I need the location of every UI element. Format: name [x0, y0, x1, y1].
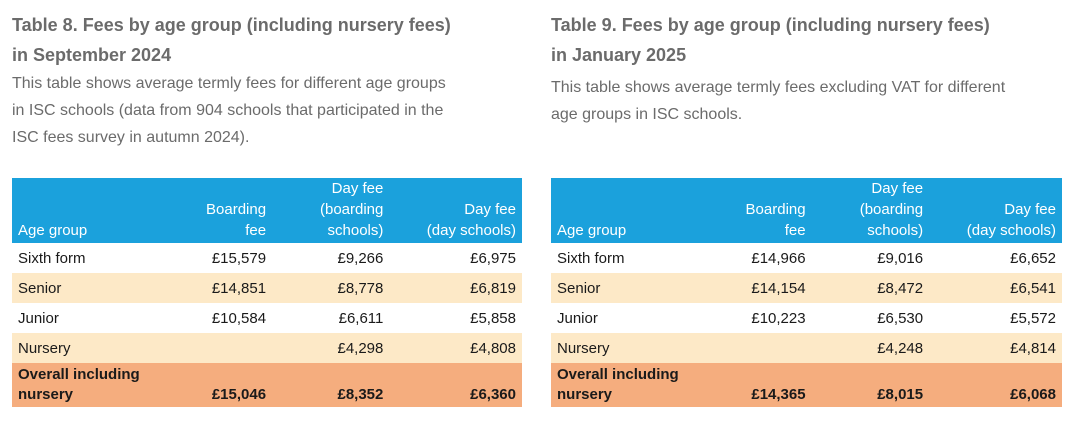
table8-desc-line2: in ISC schools (data from 904 schools th…: [12, 102, 444, 119]
header-age-group-label: Age group: [557, 222, 627, 239]
table-row: Senior £14,154 £8,472 £6,541: [551, 273, 1062, 303]
cell-boarding-fee: £15,579: [211, 249, 267, 267]
header-boarding-fee-line2: fee: [245, 222, 267, 239]
header-day-fee-day: Day fee (day schools): [929, 178, 1062, 243]
header-day-fee-boarding: Day fee (boarding schools): [272, 178, 389, 243]
header-day-fee-day: Day fee (day schools): [389, 178, 522, 243]
header-boarding-fee-line1: Boarding: [745, 201, 806, 218]
header-day-fee-boarding: Day fee (boarding schools): [812, 178, 930, 243]
cell-total-label: Overall including nursery: [551, 363, 689, 407]
cell-boarding-fee: £10,584: [211, 309, 267, 327]
table-row: Junior £10,223 £6,530 £5,572: [551, 303, 1062, 333]
table9-desc-line2: age groups in ISC schools.: [551, 106, 743, 123]
table8-desc-line3: ISC fees survey in autumn 2024).: [12, 129, 250, 146]
table8-title-line2: in September 2024: [12, 45, 172, 65]
cell-day-fee-boarding: £9,016: [877, 249, 924, 267]
cell-age-group: Junior: [557, 309, 598, 327]
table-row: Nursery £4,248 £4,814: [551, 333, 1062, 363]
cell-day-fee-day: £5,858: [470, 309, 516, 327]
header-day-fee-boarding-line3: schools): [867, 222, 924, 239]
table8-fees-table: Age group Boarding fee Day fee (boarding…: [12, 178, 522, 407]
cell-day-fee-day: £4,808: [470, 339, 516, 357]
cell-age-group: Sixth form: [557, 249, 625, 267]
header-day-fee-boarding-line1: Day fee: [331, 180, 384, 197]
cell-boarding-fee: [150, 333, 272, 363]
total-label-line1: Overall including: [18, 366, 140, 383]
cell-day-fee-boarding: £8,472: [877, 279, 924, 297]
cell-age-group: Nursery: [557, 339, 610, 357]
header-age-group: Age group: [551, 178, 689, 243]
table-row: Junior £10,584 £6,611 £5,858: [12, 303, 522, 333]
cell-day-fee-day: £6,975: [470, 249, 516, 267]
total-label-line2: nursery: [18, 386, 74, 403]
cell-day-fee-boarding: £4,248: [877, 339, 924, 357]
cell-age-group: Sixth form: [18, 249, 86, 267]
table9-title: Table 9. Fees by age group (including nu…: [551, 0, 1062, 70]
table-total-row: Overall including nursery £14,365 £8,015…: [551, 363, 1062, 407]
table-row: Senior £14,851 £8,778 £6,819: [12, 273, 522, 303]
table8-description: This table shows average termly fees for…: [12, 70, 522, 178]
table-total-row: Overall including nursery £15,046 £8,352…: [12, 363, 522, 407]
cell-day-fee-day: £4,814: [1010, 339, 1056, 357]
cell-day-fee-day: £6,819: [470, 279, 516, 297]
cell-boarding-fee: [689, 333, 812, 363]
cell-age-group: Junior: [18, 309, 59, 327]
header-boarding-fee-line2: fee: [784, 222, 806, 239]
cell-day-fee-boarding: £6,530: [877, 309, 924, 327]
table8-header-row: Age group Boarding fee Day fee (boarding…: [12, 178, 522, 243]
header-boarding-fee: Boarding fee: [689, 178, 812, 243]
cell-day-fee-boarding: £8,778: [337, 279, 384, 297]
header-boarding-fee: Boarding fee: [150, 178, 272, 243]
table9-header-row: Age group Boarding fee Day fee (boarding…: [551, 178, 1062, 243]
table8-desc-line1: This table shows average termly fees for…: [12, 75, 446, 92]
table-row: Sixth form £15,579 £9,266 £6,975: [12, 243, 522, 273]
table8-panel: Table 8. Fees by age group (including nu…: [12, 0, 522, 407]
header-day-fee-boarding-line2: (boarding: [859, 201, 924, 218]
table9-description: This table shows average termly fees exc…: [551, 70, 1062, 182]
cell-total-day-fee-boarding: £8,352: [337, 386, 384, 403]
total-label-line2: nursery: [557, 386, 613, 403]
header-day-fee-day-line1: Day fee: [1004, 201, 1056, 218]
cell-total-label: Overall including nursery: [12, 363, 150, 407]
cell-total-boarding-fee: £14,365: [751, 386, 806, 403]
cell-age-group: Senior: [557, 279, 601, 297]
cell-total-day-fee-day: £6,360: [470, 386, 516, 403]
cell-boarding-fee: £10,223: [751, 309, 806, 327]
table8-title: Table 8. Fees by age group (including nu…: [12, 0, 522, 70]
cell-age-group: Nursery: [18, 339, 71, 357]
cell-boarding-fee: £14,966: [751, 249, 806, 267]
header-day-fee-day-line2: (day schools): [426, 222, 516, 239]
cell-total-boarding-fee: £15,046: [211, 386, 267, 403]
table9-fees-table: Age group Boarding fee Day fee (boarding…: [551, 178, 1062, 407]
cell-day-fee-day: £6,652: [1010, 249, 1056, 267]
header-age-group-label: Age group: [18, 222, 88, 239]
cell-day-fee-day: £6,541: [1010, 279, 1056, 297]
cell-total-day-fee-boarding: £8,015: [877, 386, 924, 403]
header-age-group: Age group: [12, 178, 150, 243]
table9-title-line2: in January 2025: [551, 45, 687, 65]
cell-total-day-fee-day: £6,068: [1010, 386, 1056, 403]
cell-day-fee-boarding: £4,298: [337, 339, 384, 357]
header-day-fee-day-line2: (day schools): [966, 222, 1056, 239]
header-day-fee-boarding-line3: schools): [327, 222, 384, 239]
table-row: Sixth form £14,966 £9,016 £6,652: [551, 243, 1062, 273]
cell-boarding-fee: £14,154: [751, 279, 806, 297]
table9-panel: Table 9. Fees by age group (including nu…: [551, 0, 1062, 407]
header-boarding-fee-line1: Boarding: [206, 201, 267, 218]
cell-day-fee-boarding: £6,611: [338, 309, 384, 327]
header-day-fee-boarding-line2: (boarding: [319, 201, 384, 218]
table-row: Nursery £4,298 £4,808: [12, 333, 522, 363]
header-day-fee-day-line1: Day fee: [464, 201, 516, 218]
cell-day-fee-boarding: £9,266: [337, 249, 384, 267]
table9-desc-line1: This table shows average termly fees exc…: [551, 79, 1006, 96]
table8-title-line1: Table 8. Fees by age group (including nu…: [12, 15, 451, 35]
header-day-fee-boarding-line1: Day fee: [871, 180, 924, 197]
cell-boarding-fee: £14,851: [211, 279, 267, 297]
cell-age-group: Senior: [18, 279, 62, 297]
table9-title-line1: Table 9. Fees by age group (including nu…: [551, 15, 990, 35]
cell-day-fee-day: £5,572: [1010, 309, 1056, 327]
total-label-line1: Overall including: [557, 366, 679, 383]
